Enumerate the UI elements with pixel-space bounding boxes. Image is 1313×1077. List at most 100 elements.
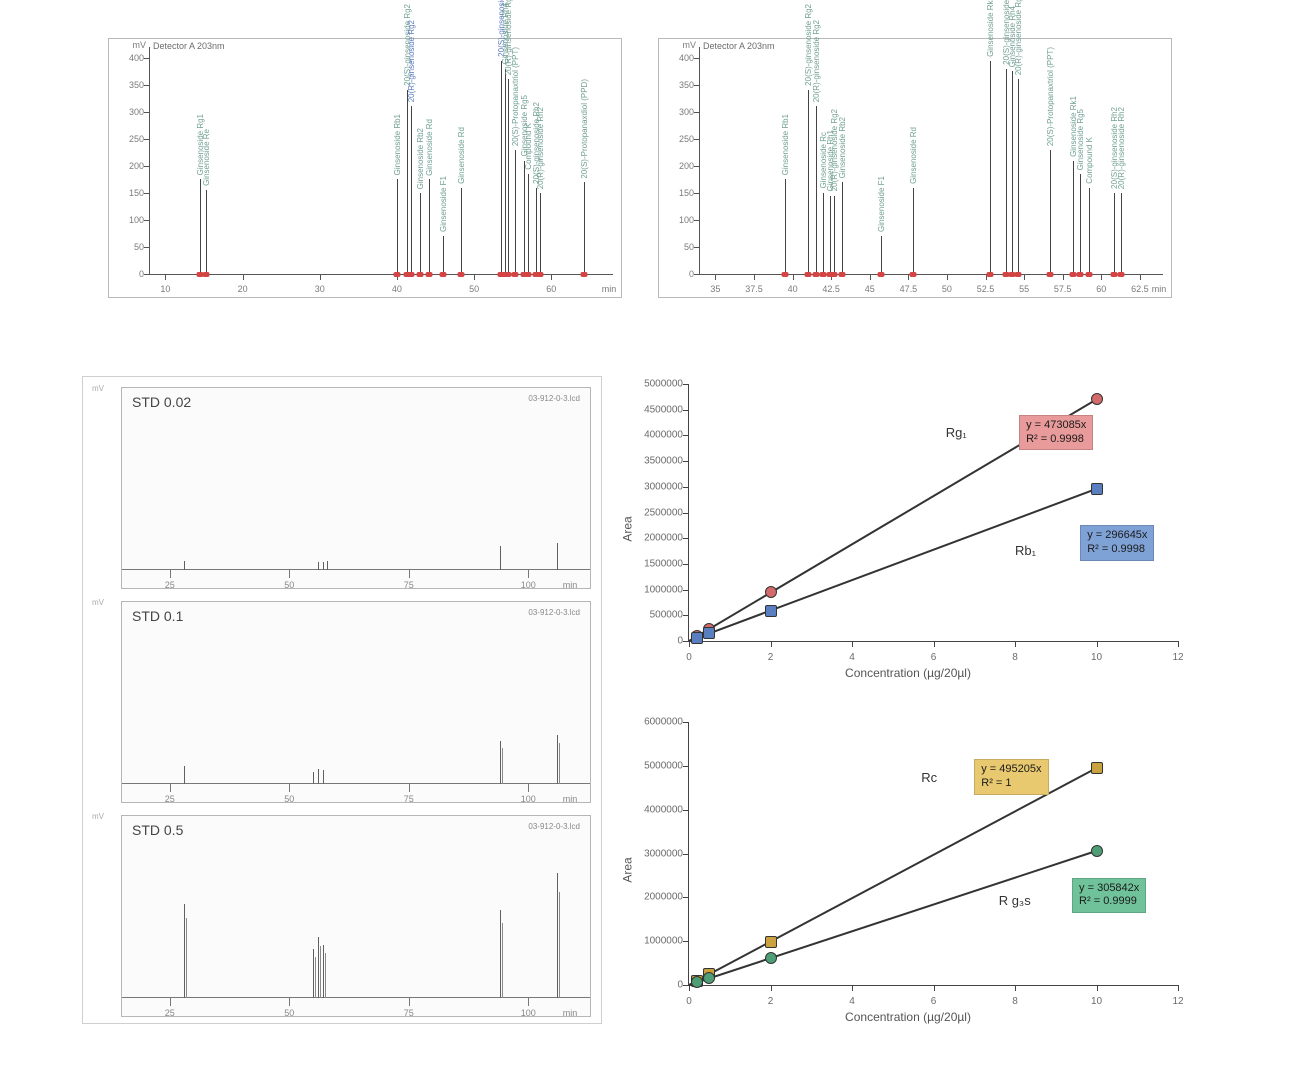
calib-marker bbox=[1091, 393, 1103, 405]
chrom-y-unit: mV bbox=[126, 40, 146, 50]
std-peak bbox=[323, 945, 324, 998]
calibration-rc-rg3s: Area Concentration (µg/20µl) 01000000200… bbox=[618, 714, 1198, 1026]
std-x-tick-label: 75 bbox=[404, 580, 414, 590]
series-name: R g₃s bbox=[999, 893, 1031, 908]
calib-y-tick-label: 4000000 bbox=[627, 804, 683, 815]
peak-label: Ginsenoside Rb1 bbox=[393, 114, 402, 175]
calib-y-tick-label: 5000000 bbox=[627, 379, 683, 390]
chrom-y-tick-label: 200 bbox=[664, 161, 694, 171]
std-peak bbox=[500, 910, 501, 998]
calib-marker bbox=[765, 605, 777, 617]
calib-x-tick-label: 6 bbox=[931, 652, 937, 663]
calib-x-tick-label: 2 bbox=[768, 996, 774, 1007]
chrom-y-tick-label: 100 bbox=[114, 215, 144, 225]
chrom-peak bbox=[200, 179, 201, 274]
chrom-x-tick-label: 52.5 bbox=[977, 284, 995, 294]
calib2-plot: 0100000020000003000000400000050000006000… bbox=[688, 722, 1178, 986]
std-peak bbox=[313, 949, 314, 998]
equation-box: y = 495205xR² = 1 bbox=[974, 759, 1048, 795]
peak-base-marker bbox=[1076, 272, 1083, 277]
calib-x-tick-label: 0 bbox=[686, 996, 692, 1007]
peak-base-marker bbox=[831, 272, 838, 277]
chrom-x-tick-label: 60 bbox=[1096, 284, 1106, 294]
chrom-y-tick-label: 300 bbox=[664, 107, 694, 117]
chrom-x-tick-label: 47.5 bbox=[900, 284, 918, 294]
chrom-y-tick-label: 250 bbox=[664, 134, 694, 144]
calib-x-tick-label: 6 bbox=[931, 996, 937, 1007]
peak-label: 20(S)-Protopanaxtriol (PPT) bbox=[1046, 47, 1055, 146]
chrom-y-tick-label: 400 bbox=[664, 53, 694, 63]
std-peak bbox=[327, 561, 328, 570]
calib-x-tick-label: 8 bbox=[1012, 996, 1018, 1007]
std-x-tick-label: 25 bbox=[165, 794, 175, 804]
std-x-tick-label: 50 bbox=[284, 580, 294, 590]
chrom-peak bbox=[206, 190, 207, 274]
chrom-x-tick-label: 50 bbox=[469, 284, 479, 294]
std-peak bbox=[184, 561, 185, 570]
chrom-peak bbox=[1089, 188, 1090, 274]
chrom-peak bbox=[881, 236, 882, 274]
peak-label: Ginsenoside Rd bbox=[457, 127, 466, 184]
chrom-y-tick-label: 300 bbox=[114, 107, 144, 117]
std-panel-title: STD 0.02 bbox=[132, 394, 191, 410]
calib-marker bbox=[1091, 845, 1103, 857]
chrom-y-tick-label: 150 bbox=[114, 188, 144, 198]
chrom-x-tick-label: 60 bbox=[546, 284, 556, 294]
calib-y-tick-label: 4000000 bbox=[627, 430, 683, 441]
calib-y-tick-label: 3000000 bbox=[627, 848, 683, 859]
std-peak bbox=[184, 766, 185, 784]
calib-y-tick-label: 4500000 bbox=[627, 404, 683, 415]
chromatogram-left: Detector A 203nm 05010015020025030035040… bbox=[108, 38, 622, 298]
peak-label: Ginsenoside Rg5 bbox=[1076, 109, 1085, 170]
chrom-peak bbox=[515, 150, 516, 274]
chrom-peak bbox=[505, 69, 506, 274]
peak-label: Ginsenoside Rd bbox=[909, 127, 918, 184]
std-peak bbox=[500, 546, 501, 570]
peak-base-marker bbox=[417, 272, 424, 277]
std-x-tick-label: 75 bbox=[404, 1008, 414, 1018]
peak-label: Compound K bbox=[1085, 137, 1094, 184]
std-panel-title: STD 0.1 bbox=[132, 608, 183, 624]
chrom-y-tick-label: 400 bbox=[114, 53, 144, 63]
chrom-peak bbox=[1080, 174, 1081, 274]
chrom-peak bbox=[990, 61, 991, 274]
calib-marker bbox=[765, 936, 777, 948]
chrom-peak bbox=[429, 179, 430, 274]
calib-y-tick-label: 3500000 bbox=[627, 456, 683, 467]
calib-x-tick-label: 12 bbox=[1172, 652, 1183, 663]
chrom-peak bbox=[397, 179, 398, 274]
chrom-x-tick-label: 57.5 bbox=[1054, 284, 1072, 294]
chrom-y-tick-label: 0 bbox=[664, 269, 694, 279]
chrom-peak bbox=[1073, 161, 1074, 275]
calib-y-tick-label: 2000000 bbox=[627, 892, 683, 903]
chrom-peak bbox=[411, 106, 412, 274]
peak-base-marker bbox=[426, 272, 433, 277]
peak-label: 20(R)-ginsenoside Rh2 bbox=[536, 107, 545, 189]
chrom-peak bbox=[501, 61, 502, 274]
peak-label: Ginsenoside Rd bbox=[425, 119, 434, 176]
std-panel: STD 0.503-912-0-3.lcd255075100minmV bbox=[121, 815, 591, 1017]
std-x-tick-label: 50 bbox=[284, 794, 294, 804]
std-peak bbox=[323, 562, 324, 570]
calib-x-tick-label: 2 bbox=[768, 652, 774, 663]
calib-marker bbox=[703, 972, 715, 984]
peak-label: Ginsenoside Rb2 bbox=[416, 128, 425, 189]
peak-base-marker bbox=[909, 272, 916, 277]
std-panel-corner: 03-912-0-3.lcd bbox=[528, 608, 580, 617]
calib-marker bbox=[703, 627, 715, 639]
calib-y-tick-label: 1500000 bbox=[627, 558, 683, 569]
chrom-peak bbox=[443, 236, 444, 274]
series-name: Rb₁ bbox=[1015, 543, 1036, 558]
std-panel-title: STD 0.5 bbox=[132, 822, 183, 838]
peak-base-marker bbox=[1014, 272, 1021, 277]
chrom-peak bbox=[1006, 69, 1007, 274]
chrom-peak bbox=[1018, 79, 1019, 274]
peak-base-marker bbox=[511, 272, 518, 277]
calib-line bbox=[689, 488, 1097, 642]
chrom-y-tick-label: 50 bbox=[664, 242, 694, 252]
peak-label: 20(S)-Protopanaxtriol (PPT) bbox=[511, 47, 520, 146]
chrom-y-tick-label: 350 bbox=[114, 80, 144, 90]
calib-line bbox=[689, 850, 1097, 986]
chrom-left-plot: 050100150200250300350400mV102030405060mi… bbox=[149, 47, 613, 275]
equation-box: y = 473085xR² = 0.9998 bbox=[1019, 415, 1093, 451]
